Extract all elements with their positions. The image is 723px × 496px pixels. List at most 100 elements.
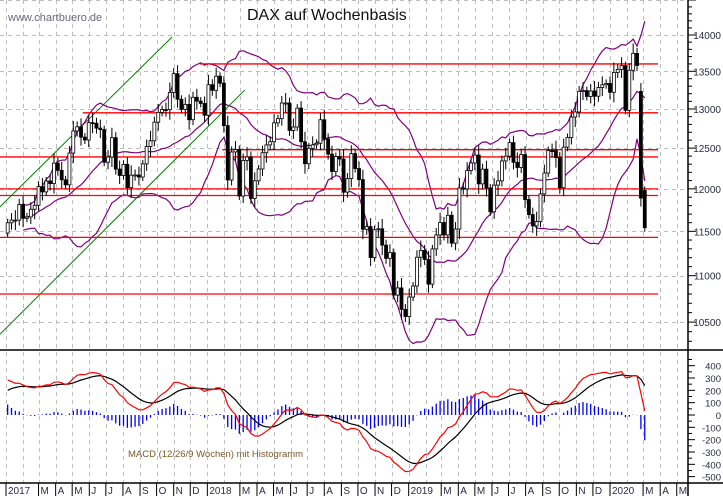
candle-body-down bbox=[303, 141, 307, 165]
candle-body-up bbox=[36, 186, 41, 206]
candle-body-down bbox=[380, 228, 385, 246]
candle bbox=[110, 127, 114, 168]
candle bbox=[44, 176, 49, 196]
candle-body-down bbox=[530, 214, 535, 227]
candle-body-up bbox=[295, 107, 300, 128]
candle bbox=[13, 210, 18, 231]
candle bbox=[530, 207, 535, 233]
candle-body-up bbox=[388, 252, 392, 259]
candle bbox=[303, 131, 307, 174]
x-tick-label: M bbox=[679, 486, 687, 496]
candle bbox=[125, 157, 130, 195]
candle bbox=[469, 158, 473, 175]
candle bbox=[449, 211, 454, 248]
candle-body-up bbox=[415, 256, 419, 287]
candle-body-down bbox=[403, 309, 408, 317]
candle bbox=[160, 105, 165, 117]
candle bbox=[623, 61, 628, 115]
candle bbox=[40, 178, 45, 201]
candle bbox=[295, 104, 300, 132]
candle-body-up bbox=[160, 109, 165, 113]
watermark: www.chartbuero.de bbox=[8, 12, 103, 24]
candle-body-up bbox=[457, 187, 462, 230]
x-tick-label: N bbox=[377, 486, 384, 496]
candle bbox=[140, 159, 145, 182]
x-tick-label: 2017 bbox=[8, 486, 31, 496]
candle-body-down bbox=[102, 129, 107, 163]
candle bbox=[511, 135, 516, 170]
candle bbox=[588, 84, 593, 104]
candle-body-up bbox=[140, 163, 145, 178]
candle bbox=[635, 47, 639, 71]
candle bbox=[376, 221, 381, 237]
macd-panel bbox=[7, 371, 646, 473]
candle-body-down bbox=[360, 179, 365, 230]
candle bbox=[167, 82, 172, 120]
candle bbox=[384, 239, 388, 264]
candle-body-down bbox=[90, 122, 95, 125]
x-tick-label: M bbox=[242, 486, 250, 496]
candle bbox=[75, 121, 80, 137]
candle-body-up bbox=[291, 126, 296, 131]
candle bbox=[326, 133, 331, 160]
candle-body-down bbox=[461, 187, 466, 190]
candle-body-down bbox=[287, 102, 292, 131]
candle-body-up bbox=[214, 75, 219, 91]
candle-body-up bbox=[106, 156, 110, 163]
candle-body-up bbox=[206, 84, 211, 116]
candle bbox=[59, 161, 64, 189]
x-tick-label: J bbox=[494, 486, 499, 496]
candle-body-down bbox=[399, 287, 404, 310]
candle bbox=[279, 96, 284, 126]
candle-body-up bbox=[13, 219, 18, 222]
candle-body-down bbox=[48, 180, 53, 184]
candle-body-down bbox=[179, 98, 184, 110]
candle bbox=[137, 166, 141, 186]
trendline bbox=[0, 89, 246, 335]
candle bbox=[249, 151, 253, 204]
candle bbox=[330, 145, 334, 180]
trendline bbox=[0, 36, 173, 208]
candle-body-up bbox=[129, 174, 134, 189]
candle bbox=[164, 102, 168, 117]
candle-body-up bbox=[534, 221, 539, 227]
candle bbox=[55, 157, 60, 176]
candle bbox=[584, 86, 589, 101]
candle-body-up bbox=[28, 208, 33, 218]
candle bbox=[569, 110, 574, 145]
candle-body-up bbox=[569, 116, 574, 138]
macd-tick-label: 400 bbox=[705, 362, 721, 373]
candle-body-down bbox=[442, 222, 446, 236]
candle bbox=[191, 91, 195, 126]
candle bbox=[461, 182, 466, 195]
candle bbox=[260, 145, 265, 177]
candle-body-down bbox=[82, 136, 87, 141]
candle-body-down bbox=[623, 65, 628, 111]
candle bbox=[67, 146, 72, 192]
candle bbox=[252, 172, 257, 207]
candle bbox=[577, 86, 582, 118]
candle bbox=[457, 178, 462, 240]
candle-body-down bbox=[550, 150, 554, 152]
candle-body-down bbox=[642, 190, 647, 229]
candle-body-up bbox=[445, 214, 450, 236]
x-tick-label: 2019 bbox=[411, 486, 434, 496]
x-tick-label: D bbox=[192, 486, 199, 496]
candle bbox=[492, 178, 497, 219]
candle-body-down bbox=[98, 127, 103, 131]
candle bbox=[445, 206, 450, 244]
candle bbox=[403, 303, 408, 323]
candle-body-down bbox=[554, 150, 558, 159]
x-tick-label: S bbox=[545, 486, 552, 496]
candle-body-up bbox=[283, 102, 288, 105]
bollinger-middle-band bbox=[23, 90, 646, 264]
candle-body-up bbox=[144, 146, 149, 165]
candle-body-down bbox=[326, 138, 331, 155]
candle bbox=[438, 212, 443, 245]
x-tick-label: J bbox=[108, 486, 113, 496]
candle-body-up bbox=[171, 73, 176, 93]
candle-body-up bbox=[67, 152, 72, 186]
price-tick-label: 11500 bbox=[694, 227, 722, 238]
candle bbox=[333, 152, 338, 176]
macd-tick-label: -100 bbox=[702, 423, 721, 434]
